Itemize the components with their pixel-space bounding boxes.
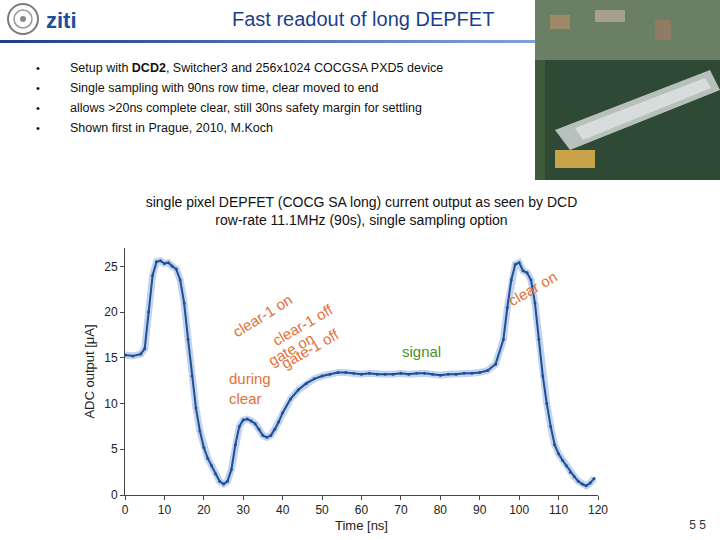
svg-text:duringclear: duringclear <box>229 370 271 407</box>
html-text:allows >20ns complete clear, s: allows >20ns complete clear, still 30ns … <box>70 101 422 115</box>
svg-text:20: 20 <box>197 503 211 517</box>
svg-text:110: 110 <box>549 503 568 517</box>
svg-text:15: 15 <box>104 351 118 365</box>
svg-text:gate on: gate on <box>265 329 317 369</box>
svg-text:50: 50 <box>315 503 329 517</box>
svg-text:40: 40 <box>276 503 290 517</box>
svg-text:ADC output [μA]: ADC output [μA] <box>82 324 97 418</box>
svg-text:60: 60 <box>355 503 369 517</box>
svg-text:single pixel DEPFET (COCG SA l: single pixel DEPFET (COCG SA long) curre… <box>146 194 578 228</box>
svg-text:100: 100 <box>509 503 529 517</box>
svg-text:70: 70 <box>394 503 408 517</box>
svg-text:clear-1 on: clear-1 on <box>230 291 296 341</box>
svg-text:0: 0 <box>111 488 118 502</box>
svg-text:120: 120 <box>588 503 608 517</box>
svg-text:0: 0 <box>122 503 129 517</box>
svg-text:10: 10 <box>158 503 172 517</box>
html-text:Fast readout of long DEPFET: Fast readout of long DEPFET <box>232 8 495 30</box>
svg-text:signal: signal <box>402 343 441 360</box>
svg-text:clear on: clear on <box>505 268 560 309</box>
html-text:Shown first in Prague, 2010, M: Shown first in Prague, 2010, M.Koch <box>70 121 273 135</box>
svg-text:25: 25 <box>104 260 118 274</box>
svg-text:20: 20 <box>104 305 118 319</box>
svg-text:30: 30 <box>237 503 251 517</box>
html-text:5 5: 5 5 <box>689 518 706 532</box>
html-text:ziti: ziti <box>46 8 77 33</box>
svg-text:5: 5 <box>111 442 118 456</box>
svg-text:gate-1 off: gate-1 off <box>278 325 342 372</box>
svg-text:Time [ns]: Time [ns] <box>335 518 388 533</box>
html-text:Single sampling with 90ns row: Single sampling with 90ns row time, clea… <box>70 81 379 95</box>
svg-text:80: 80 <box>434 503 448 517</box>
html-text:Setup with DCD2, Switcher3 and: Setup with DCD2, Switcher3 and 256x1024 … <box>70 61 444 75</box>
svg-text:90: 90 <box>473 503 487 517</box>
svg-text:clear-1 off: clear-1 off <box>269 300 336 348</box>
svg-text:10: 10 <box>104 397 118 411</box>
